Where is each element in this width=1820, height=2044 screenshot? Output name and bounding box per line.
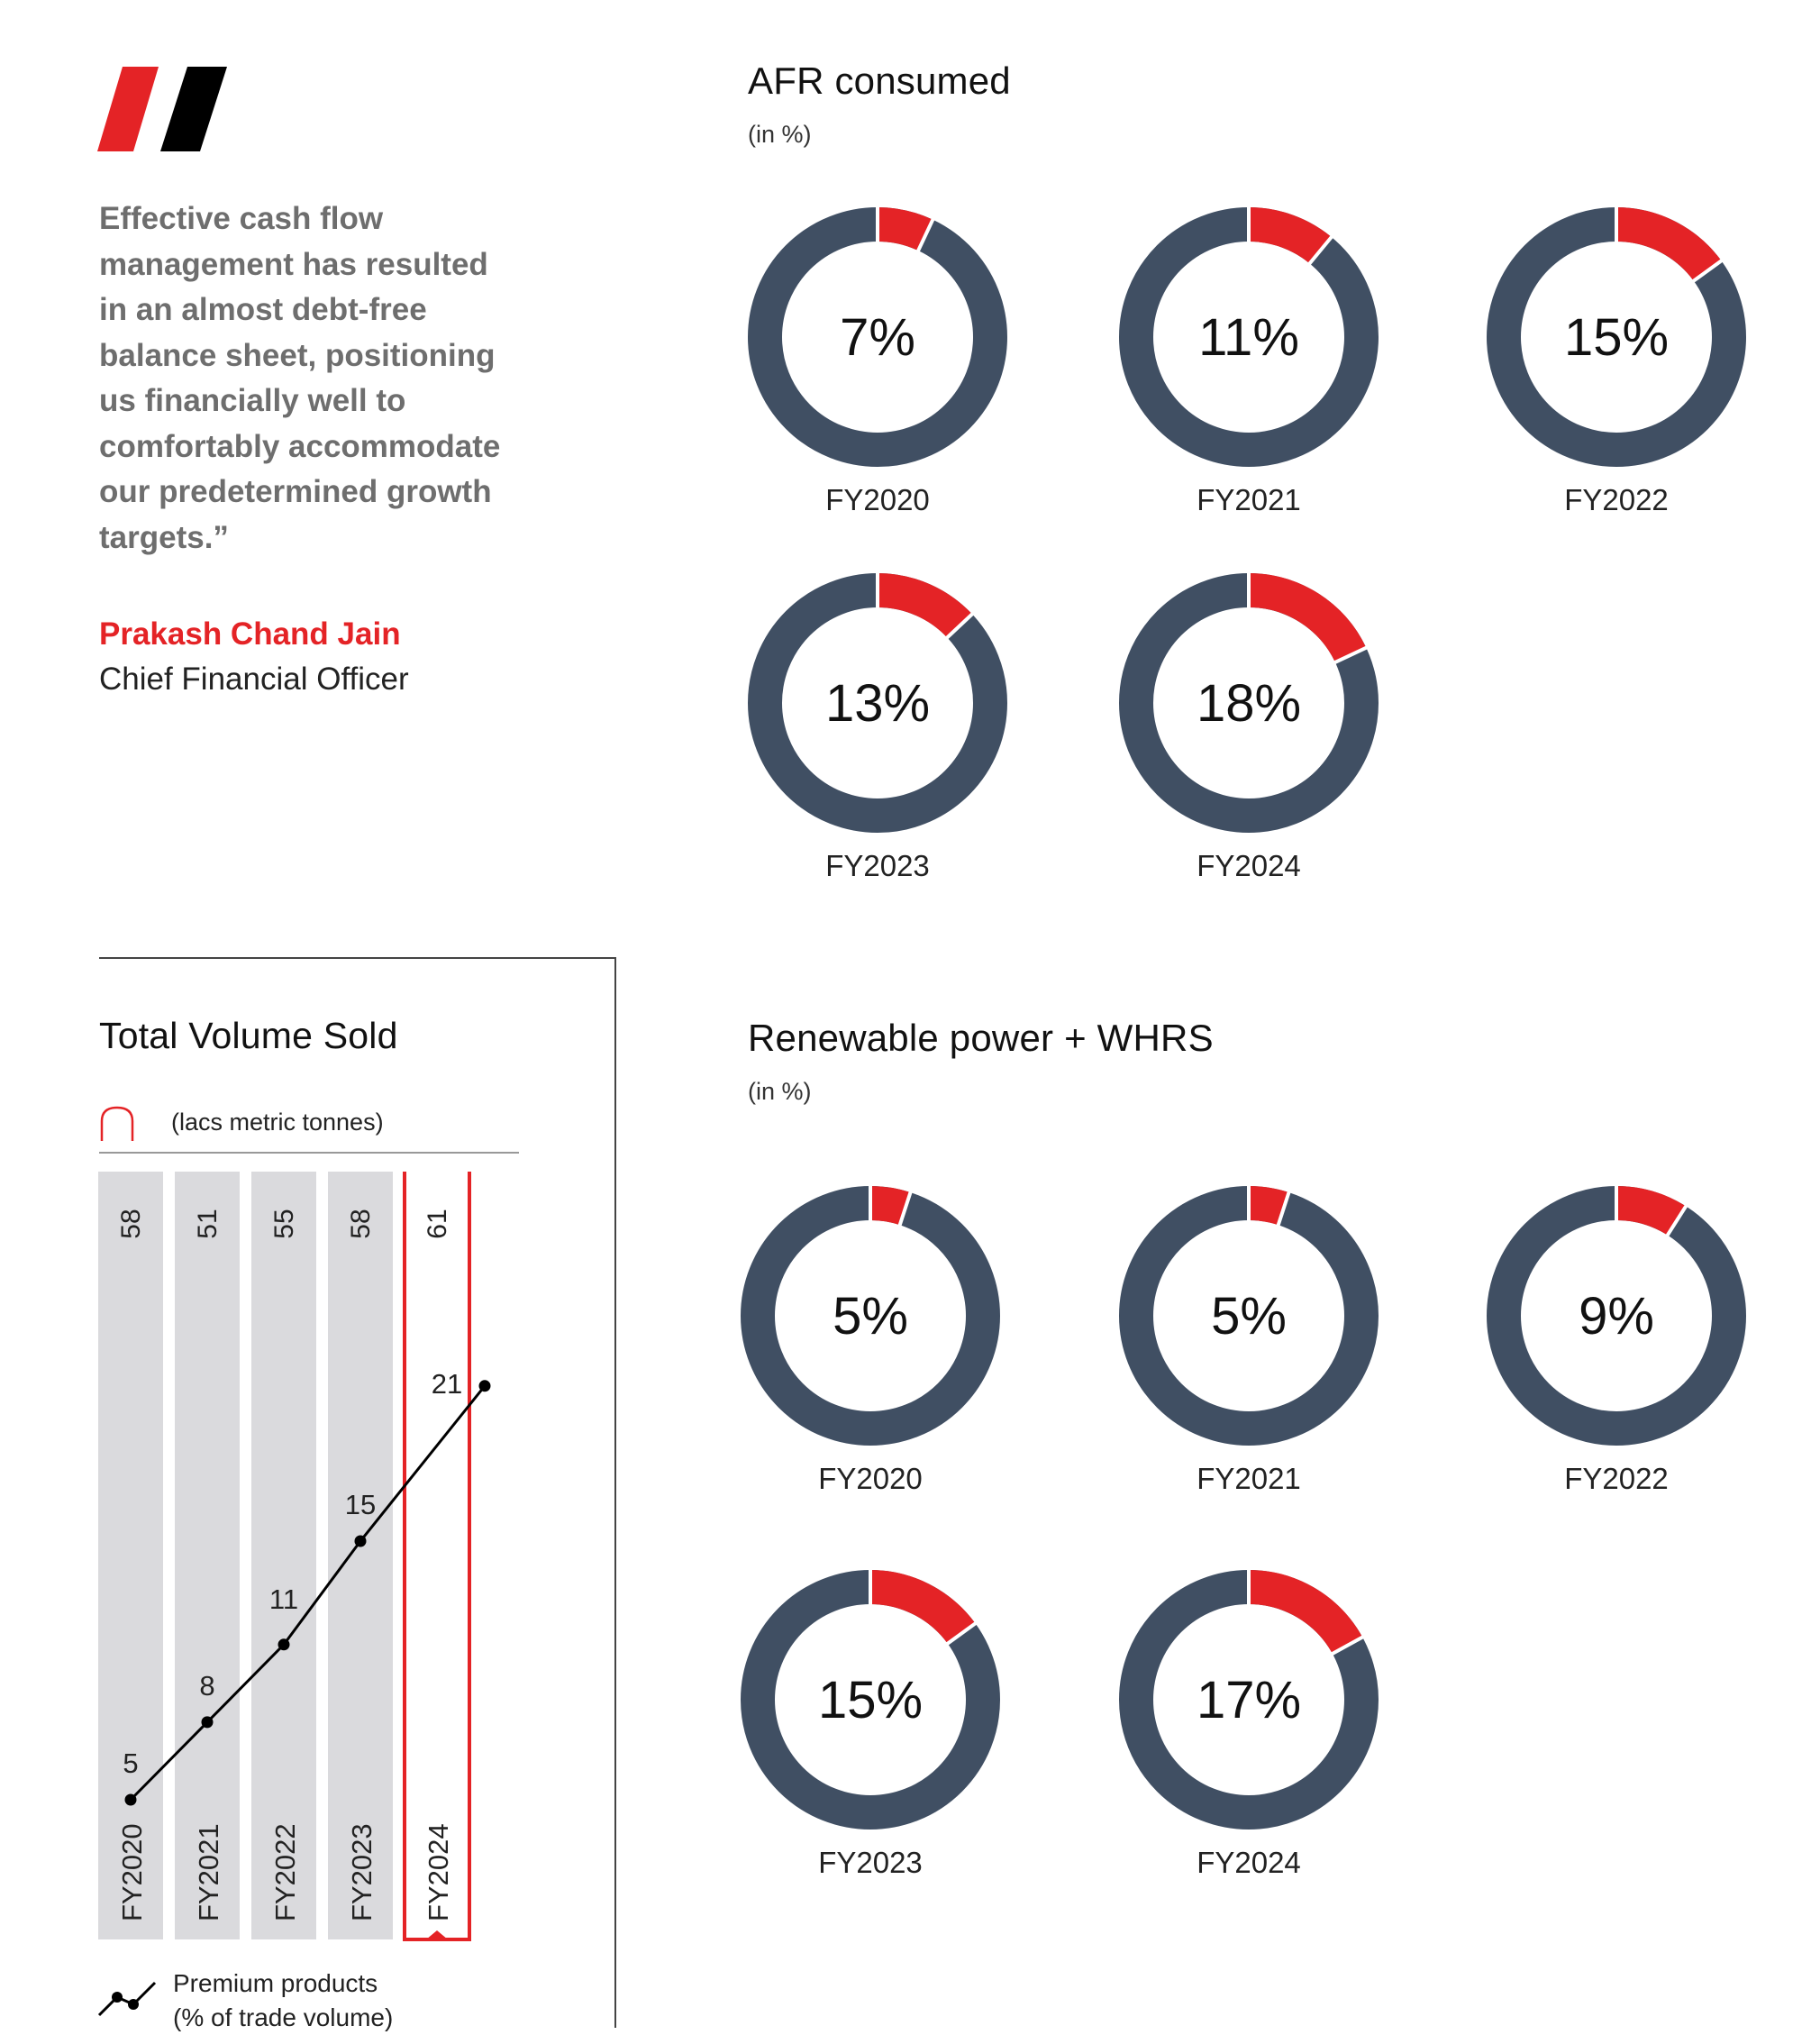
donut-separator [1307,235,1333,266]
donut-separator [1691,259,1724,283]
volume-bar [328,1172,393,1939]
renewable-year-label: FY2021 [1197,1462,1301,1495]
renewable-year-label: FY2023 [818,1846,923,1879]
afr-title: AFR consumed [748,59,1011,102]
premium-point-label: 5 [123,1747,138,1779]
renewable-donut-fy2024: 17% [1119,1569,1379,1830]
line-legend-sublabel: (% of trade volume) [173,2003,394,2031]
volume-bar [98,1172,163,1939]
premium-point-label: 11 [269,1583,298,1615]
donut-value-arc [869,1570,976,1645]
panel-right-border [614,957,616,2028]
donut-separator [1665,1204,1688,1237]
donut-value-arc [1615,207,1722,282]
afr-donut-fy2023: 13% [748,572,1007,833]
afr-year-label: FY2024 [1197,849,1301,882]
afr-year-label: FY2021 [1197,483,1301,516]
bar-value-label: 55 [269,1209,299,1238]
donut-value-label: 15% [818,1671,923,1729]
premium-point [354,1535,367,1547]
donut-value-label: 15% [1564,308,1669,367]
premium-point-label: 15 [345,1489,376,1520]
bar-category-label: FY2020 [116,1823,148,1921]
line-legend-icon [97,1981,157,2017]
donut-value-label: 18% [1197,674,1301,733]
afr-year-label: FY2020 [825,483,930,516]
renewable-donut-fy2023: 15% [741,1569,1000,1830]
bar-category-label: FY2021 [193,1823,224,1921]
renewable-subtitle: (in %) [748,1078,812,1105]
renewable-donut-fy2021: 5% [1119,1185,1379,1446]
afr-donut-fy2021: 11% [1119,206,1379,467]
renewable-year-label: FY2020 [818,1462,923,1495]
bar-category-label: FY2023 [346,1823,378,1921]
donut-value-label: 9% [1579,1287,1654,1346]
highlight-marker [426,1930,448,1939]
renewable-donut-fy2022: 9% [1487,1185,1746,1446]
quote-marks-icon [97,67,227,151]
author-name: Prakash Chand Jain [99,616,401,652]
donut-separator [945,1621,978,1646]
author-title: Chief Financial Officer [99,662,409,697]
volume-title: Total Volume Sold [99,1015,398,1056]
donut-value-arc [869,1186,911,1226]
donut-separator [945,612,975,640]
donut-value-label: 5% [833,1287,908,1346]
donut-value-label: 17% [1197,1671,1301,1729]
panel-top-border [99,957,616,959]
afr-year-label: FY2023 [825,849,930,882]
bar-legend-label: (lacs metric tonnes) [171,1109,384,1136]
line-legend-label: Premium products [173,1969,378,1997]
premium-point [124,1793,137,1806]
donut-value-arc [877,573,972,638]
donut-value-arc [1248,207,1332,264]
quote-text: Effective cash flow management has resul… [99,201,501,555]
bar-category-label: FY2024 [423,1823,454,1921]
afr-donut-fy2020: 7% [748,206,1007,467]
premium-point [201,1716,214,1729]
premium-point [478,1380,491,1392]
donut-value-arc [1615,1186,1687,1236]
volume-chart: 58FY202051FY202155FY202258FY202361FY2024… [98,1172,491,1941]
afr-subtitle: (in %) [748,121,812,148]
afr-donut-fy2024: 18% [1119,572,1379,833]
bar-value-label: 58 [346,1209,376,1238]
bar-value-label: 61 [423,1209,452,1238]
donut-separator [1333,645,1369,665]
renewable-title: Renewable power + WHRS [748,1017,1214,1059]
bar-legend-icon [100,1106,134,1141]
premium-point-label: 8 [199,1670,214,1702]
volume-bar [175,1172,240,1939]
renewable-year-label: FY2024 [1197,1846,1301,1879]
afr-year-label: FY2022 [1564,483,1669,516]
bar-category-label: FY2022 [269,1823,301,1921]
donut-separator [897,1191,913,1227]
volume-bar [403,1172,471,1941]
donut-value-arc [1248,1186,1289,1226]
premium-point [278,1638,290,1651]
donut-value-label: 13% [825,674,930,733]
renewable-donut-fy2020: 5% [741,1185,1000,1446]
donut-separator [915,217,935,252]
donut-separator [1276,1191,1291,1227]
bar-value-label: 58 [116,1209,146,1238]
renewable-year-label: FY2022 [1564,1462,1669,1495]
bar-value-label: 51 [193,1209,223,1238]
donut-value-label: 5% [1211,1287,1287,1346]
premium-point-label: 21 [432,1368,462,1400]
legend-divider [99,1152,519,1154]
donut-value-label: 7% [840,308,915,367]
donut-value-label: 11% [1198,308,1299,367]
donut-value-arc [1248,1570,1363,1655]
donut-value-arc [877,207,933,251]
donut-separator [1331,1635,1365,1656]
afr-donut-fy2022: 15% [1487,206,1746,467]
donut-value-arc [1248,573,1367,663]
volume-bar [251,1172,316,1939]
